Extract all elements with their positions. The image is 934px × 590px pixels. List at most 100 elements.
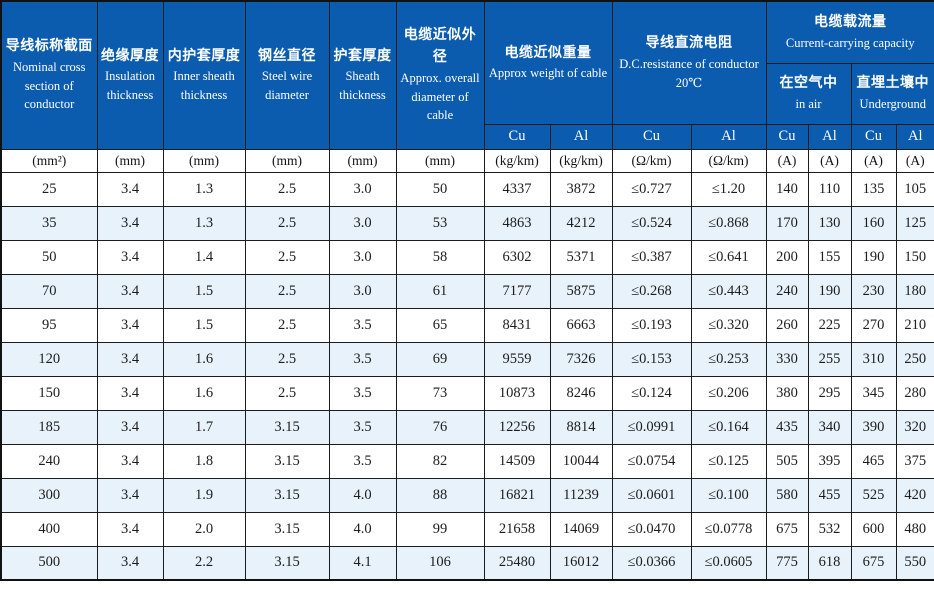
table-cell: 130 <box>807 205 852 241</box>
table-cell: 5875 <box>549 273 613 309</box>
col-header-en: Insulation thickness <box>105 69 155 103</box>
col-header-sheath-thickness: 护套厚度 Sheath thickness <box>328 0 397 150</box>
unit-cell: (A) <box>807 148 852 173</box>
table-cell: 300 <box>0 477 98 513</box>
table-cell: 58 <box>395 239 485 275</box>
table-cell: 25 <box>0 171 98 207</box>
table-row: 120 3.4 1.6 2.5 3.5 69 9559 7326 ≤0.153 ≤0.253 330… <box>0 341 934 377</box>
table-cell: 73 <box>395 375 485 411</box>
col-group-en: Underground <box>859 96 926 111</box>
table-cell: ≤0.253 <box>690 341 767 377</box>
table-header: 导线标称截面 Nominal cross section of conducto… <box>0 0 934 173</box>
table-cell: 420 <box>895 477 934 513</box>
table-cell: 2.5 <box>244 341 330 377</box>
unit-cell: (mm²) <box>0 148 98 173</box>
table-cell: 4863 <box>483 205 551 241</box>
col-group-current-capacity: 电缆载流量 Current-carrying capacity <box>765 0 934 64</box>
table-cell: 340 <box>807 409 852 445</box>
table-cell: 50 <box>395 171 485 207</box>
table-cell: 345 <box>850 375 897 411</box>
table-cell: 3872 <box>549 171 613 207</box>
table-cell: 3.0 <box>328 273 397 309</box>
table-cell: 1.5 <box>162 307 246 343</box>
table-cell: 320 <box>895 409 934 445</box>
table-cell: 505 <box>765 443 809 479</box>
unit-cell: (A) <box>765 148 809 173</box>
table-cell: 8814 <box>549 409 613 445</box>
col-group-underground: 直埋土壤中 Underground <box>850 62 934 125</box>
table-cell: 11239 <box>549 477 613 513</box>
table-cell: ≤0.443 <box>690 273 767 309</box>
table-cell: 190 <box>807 273 852 309</box>
table-cell: 775 <box>765 545 809 581</box>
table-cell: 3.0 <box>328 239 397 275</box>
table-cell: 270 <box>850 307 897 343</box>
table-cell: 3.4 <box>96 409 164 445</box>
col-header-en: Nominal cross section of conductor <box>12 59 86 112</box>
table-cell: 2.5 <box>244 375 330 411</box>
table-cell: 1.6 <box>162 375 246 411</box>
table-cell: 3.4 <box>96 545 164 581</box>
col-group-zh: 电缆载流量 <box>814 14 887 31</box>
table-cell: 3.4 <box>96 477 164 513</box>
col-group-in-air: 在空气中 in air <box>765 62 852 125</box>
table-cell: ≤0.0991 <box>611 409 692 445</box>
table-cell: 16821 <box>483 477 551 513</box>
table-row: 300 3.4 1.9 3.15 4.0 88 16821 11239 ≤0.0601 ≤0.10… <box>0 477 934 513</box>
table-cell: 580 <box>765 477 809 513</box>
table-cell: 1.3 <box>162 205 246 241</box>
table-cell: 525 <box>850 477 897 513</box>
table-cell: ≤0.727 <box>611 171 692 207</box>
units-row: (mm²) (mm) (mm) (mm) (mm) (mm) (kg/km) (… <box>0 148 934 173</box>
table-row: 70 3.4 1.5 2.5 3.0 61 7177 5875 ≤0.268 ≤0.443 240 1… <box>0 273 934 309</box>
table-cell: 5371 <box>549 239 613 275</box>
table-cell: 106 <box>395 545 485 581</box>
table-cell: 155 <box>807 239 852 275</box>
table-cell: 675 <box>765 511 809 547</box>
table-cell: 2.2 <box>162 545 246 581</box>
table-cell: 190 <box>850 239 897 275</box>
table-cell: 1.5 <box>162 273 246 309</box>
table-cell: 1.3 <box>162 171 246 207</box>
table-cell: 4.0 <box>328 511 397 547</box>
col-group-en: Approx weight of cable <box>488 66 608 81</box>
table-cell: 4.1 <box>328 545 397 581</box>
table-cell: ≤0.0754 <box>611 443 692 479</box>
table-cell: 1.9 <box>162 477 246 513</box>
table-cell: 70 <box>0 273 98 309</box>
col-header-zh: 导线标称截面 <box>5 38 93 55</box>
table-cell: 280 <box>895 375 934 411</box>
table-cell: 6663 <box>549 307 613 343</box>
col-group-zh: 导线直流电阻 <box>645 35 733 52</box>
table-cell: 390 <box>850 409 897 445</box>
col-header-en: Sheath thickness <box>339 69 386 103</box>
col-header-zh: 绝缘厚度 <box>101 47 159 64</box>
table-cell: 465 <box>850 443 897 479</box>
col-group-en: Current-carrying capacity <box>785 35 915 50</box>
table-row: 150 3.4 1.6 2.5 3.5 73 10873 8246 ≤0.124 ≤0.206 38… <box>0 375 934 411</box>
table-cell: 76 <box>395 409 485 445</box>
table-cell: ≤0.320 <box>690 307 767 343</box>
table-cell: 295 <box>807 375 852 411</box>
table-cell: ≤0.0601 <box>611 477 692 513</box>
table-cell: 3.5 <box>328 341 397 377</box>
table-cell: 240 <box>765 273 809 309</box>
table-cell: 675 <box>850 545 897 581</box>
col-header-zh: 内护套厚度 <box>167 47 241 64</box>
table-cell: ≤0.100 <box>690 477 767 513</box>
unit-cell: (mm) <box>328 148 397 173</box>
col-group-zh: 直埋土壤中 <box>856 75 929 92</box>
table-cell: 14509 <box>483 443 551 479</box>
table-cell: 9559 <box>483 341 551 377</box>
table-cell: 250 <box>895 341 934 377</box>
table-cell: ≤0.206 <box>690 375 767 411</box>
table-cell: 150 <box>895 239 934 275</box>
col-header-en: Approx. overall diameter of cable <box>400 70 480 123</box>
table-cell: 12256 <box>483 409 551 445</box>
col-header-zh: 电缆近似外径 <box>403 27 477 66</box>
unit-cell: (kg/km) <box>483 148 551 173</box>
table-cell: 3.15 <box>244 443 330 479</box>
table-cell: 140 <box>765 171 809 207</box>
